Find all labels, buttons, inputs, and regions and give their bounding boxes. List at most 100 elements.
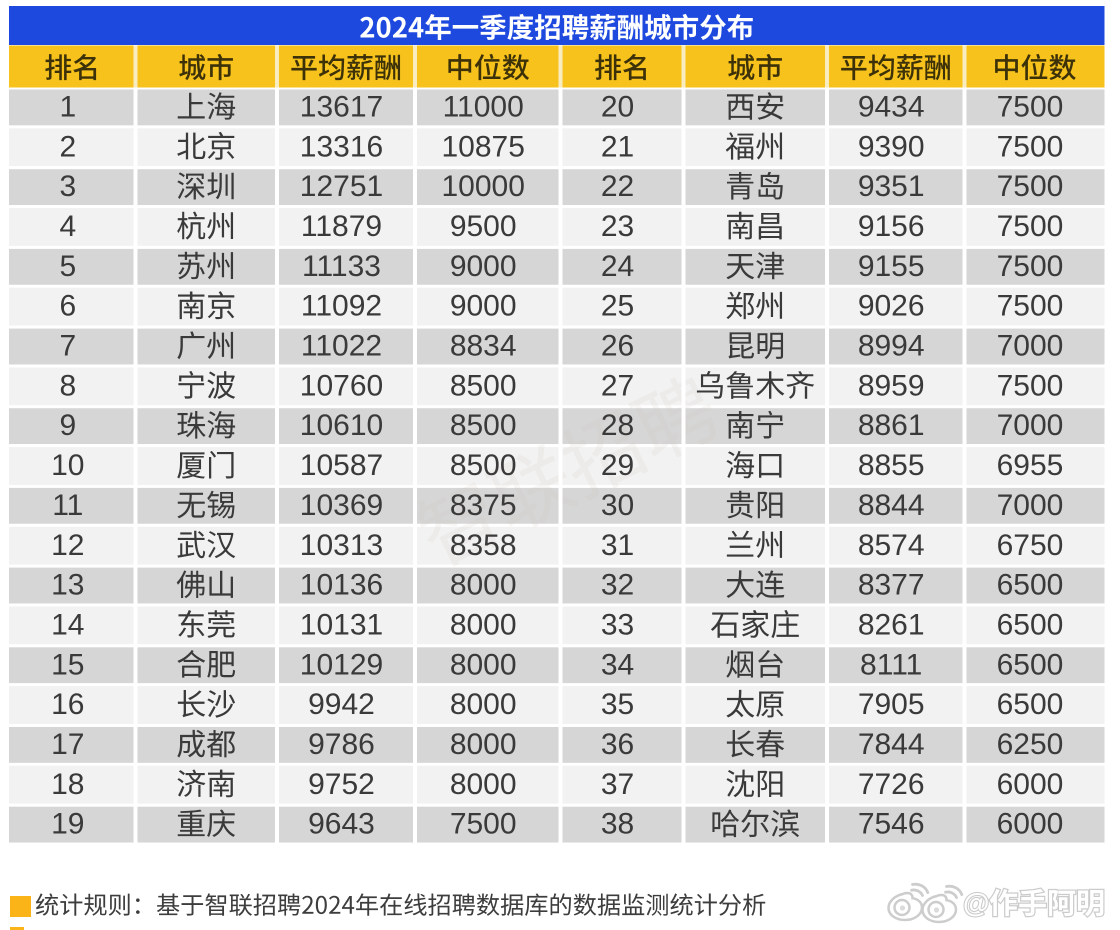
svg-text:6500: 6500 xyxy=(997,648,1064,681)
svg-text:8844: 8844 xyxy=(858,489,925,522)
svg-text:8500: 8500 xyxy=(450,409,517,442)
svg-text:28: 28 xyxy=(601,409,634,442)
svg-text:35: 35 xyxy=(601,688,634,721)
svg-text:8111: 8111 xyxy=(860,648,922,681)
svg-text:9500: 9500 xyxy=(450,210,517,243)
svg-text:7: 7 xyxy=(59,330,76,363)
svg-text:38: 38 xyxy=(601,808,634,841)
svg-text:14: 14 xyxy=(51,608,84,641)
svg-text:9786: 9786 xyxy=(308,728,375,761)
svg-text:11879: 11879 xyxy=(301,210,382,243)
svg-text:8000: 8000 xyxy=(450,688,517,721)
svg-text:10129: 10129 xyxy=(300,648,383,681)
svg-text:1: 1 xyxy=(59,91,76,124)
svg-text:7500: 7500 xyxy=(997,170,1064,203)
svg-text:10000: 10000 xyxy=(441,170,524,203)
svg-text:6955: 6955 xyxy=(997,449,1064,482)
svg-text:6500: 6500 xyxy=(997,569,1064,602)
svg-text:8994: 8994 xyxy=(858,330,925,363)
svg-text:24: 24 xyxy=(601,250,634,283)
svg-text:7500: 7500 xyxy=(997,250,1064,283)
svg-text:8834: 8834 xyxy=(450,330,517,363)
svg-text:9156: 9156 xyxy=(858,210,925,243)
svg-text:7000: 7000 xyxy=(997,330,1064,363)
svg-text:11092: 11092 xyxy=(301,290,382,323)
svg-text:8000: 8000 xyxy=(450,648,517,681)
svg-text:8500: 8500 xyxy=(450,369,517,402)
svg-text:8855: 8855 xyxy=(858,449,925,482)
svg-text:23: 23 xyxy=(601,210,634,243)
svg-text:7905: 7905 xyxy=(858,688,925,721)
svg-text:31: 31 xyxy=(601,529,634,562)
svg-text:9000: 9000 xyxy=(450,250,517,283)
svg-text:19: 19 xyxy=(51,808,84,841)
svg-text:26: 26 xyxy=(601,330,634,363)
svg-text:29: 29 xyxy=(601,449,634,482)
svg-text:10131: 10131 xyxy=(300,608,383,641)
svg-text:32: 32 xyxy=(601,569,634,602)
svg-text:10610: 10610 xyxy=(300,409,383,442)
svg-text:9: 9 xyxy=(59,409,76,442)
svg-text:8377: 8377 xyxy=(858,569,925,602)
svg-text:16: 16 xyxy=(51,688,84,721)
svg-text:7500: 7500 xyxy=(997,290,1064,323)
svg-text:17: 17 xyxy=(51,728,84,761)
svg-text:12751: 12751 xyxy=(300,170,383,203)
svg-text:5: 5 xyxy=(59,250,76,283)
svg-text:11133: 11133 xyxy=(302,250,381,283)
svg-text:7726: 7726 xyxy=(858,768,925,801)
svg-text:7546: 7546 xyxy=(858,808,925,841)
svg-text:9026: 9026 xyxy=(858,290,925,323)
svg-text:15: 15 xyxy=(51,648,84,681)
svg-text:8000: 8000 xyxy=(450,768,517,801)
svg-text:10369: 10369 xyxy=(300,489,383,522)
svg-text:6750: 6750 xyxy=(997,529,1064,562)
svg-text:8000: 8000 xyxy=(450,569,517,602)
svg-text:7500: 7500 xyxy=(450,808,517,841)
svg-text:8: 8 xyxy=(59,369,76,402)
svg-text:10875: 10875 xyxy=(441,130,524,163)
svg-text:22: 22 xyxy=(601,170,634,203)
svg-text:6000: 6000 xyxy=(997,808,1064,841)
svg-text:8375: 8375 xyxy=(450,489,517,522)
svg-text:11022: 11022 xyxy=(301,330,382,363)
svg-text:6500: 6500 xyxy=(997,688,1064,721)
svg-text:8358: 8358 xyxy=(450,529,517,562)
svg-text:8574: 8574 xyxy=(858,529,925,562)
svg-text:7000: 7000 xyxy=(997,409,1064,442)
svg-text:9752: 9752 xyxy=(308,768,375,801)
svg-text:10587: 10587 xyxy=(300,449,383,482)
svg-text:4: 4 xyxy=(59,210,76,243)
svg-text:11: 11 xyxy=(52,489,83,522)
svg-text:8261: 8261 xyxy=(858,608,925,641)
svg-text:8500: 8500 xyxy=(450,449,517,482)
svg-text:10136: 10136 xyxy=(300,569,383,602)
svg-text:@: @ xyxy=(963,888,989,918)
svg-text:9942: 9942 xyxy=(308,688,375,721)
svg-text:7500: 7500 xyxy=(997,130,1064,163)
svg-text:8959: 8959 xyxy=(858,369,925,402)
svg-text:12: 12 xyxy=(51,529,84,562)
svg-text:9390: 9390 xyxy=(858,130,925,163)
svg-text:8000: 8000 xyxy=(450,608,517,641)
svg-text:7500: 7500 xyxy=(997,91,1064,124)
svg-text:6: 6 xyxy=(59,290,76,323)
svg-text:9643: 9643 xyxy=(308,808,375,841)
svg-text:10: 10 xyxy=(51,449,84,482)
svg-text:9434: 9434 xyxy=(858,91,925,124)
svg-text:36: 36 xyxy=(601,728,634,761)
svg-text:7000: 7000 xyxy=(997,489,1064,522)
svg-text:7500: 7500 xyxy=(997,369,1064,402)
svg-text:13617: 13617 xyxy=(300,91,383,124)
svg-text:9000: 9000 xyxy=(450,290,517,323)
svg-text:8000: 8000 xyxy=(450,728,517,761)
svg-text:9155: 9155 xyxy=(858,250,925,283)
svg-text:9351: 9351 xyxy=(858,170,925,203)
svg-text:20: 20 xyxy=(601,91,634,124)
svg-text:2: 2 xyxy=(59,130,76,163)
svg-text:34: 34 xyxy=(601,648,634,681)
svg-text:37: 37 xyxy=(601,768,634,801)
svg-text:7500: 7500 xyxy=(997,210,1064,243)
svg-text:27: 27 xyxy=(601,369,634,402)
svg-text:18: 18 xyxy=(51,768,84,801)
